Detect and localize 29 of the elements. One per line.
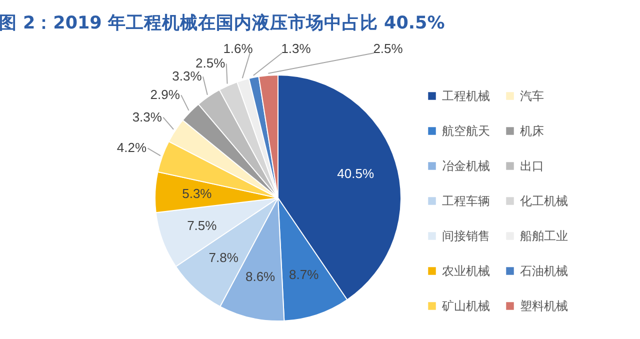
- legend-label: 航空航天: [442, 124, 490, 138]
- data-label: 3.3%: [132, 109, 162, 124]
- data-label: 2.5%: [196, 56, 226, 71]
- legend-label: 汽车: [520, 89, 544, 103]
- legend-label: 塑料机械: [520, 299, 568, 313]
- legend-label: 船舶工业: [520, 229, 568, 243]
- legend-label: 工程车辆: [442, 194, 490, 208]
- data-label: 7.8%: [208, 250, 239, 266]
- legend-label: 矿山机械: [441, 299, 490, 313]
- data-label: 3.3%: [172, 68, 202, 84]
- data-label: 40.5%: [337, 166, 374, 182]
- legend-label: 机床: [520, 124, 544, 138]
- data-label: 8.6%: [245, 269, 276, 284]
- data-label: 1.6%: [223, 41, 254, 56]
- data-label: 4.2%: [116, 140, 147, 156]
- legend-label: 间接销售: [442, 229, 490, 243]
- legend-label: 出口: [520, 159, 544, 173]
- data-label: 8.7%: [288, 266, 320, 282]
- legend-label: 农业机械: [442, 264, 490, 278]
- data-label: 1.3%: [281, 41, 312, 56]
- legend-label: 石油机械: [520, 264, 568, 278]
- data-label: 2.5%: [373, 41, 404, 56]
- data-label: 7.5%: [187, 218, 218, 234]
- data-label: 2.9%: [150, 87, 180, 102]
- data-label: 5.3%: [182, 186, 212, 202]
- chart-title: 图 2：2019 年工程机械在国内液压市场中占比 40.5%: [0, 12, 445, 34]
- legend-label: 冶金机械: [442, 159, 490, 173]
- legend-label: 化工机械: [520, 194, 568, 208]
- legend-label: 工程机械: [442, 89, 490, 103]
